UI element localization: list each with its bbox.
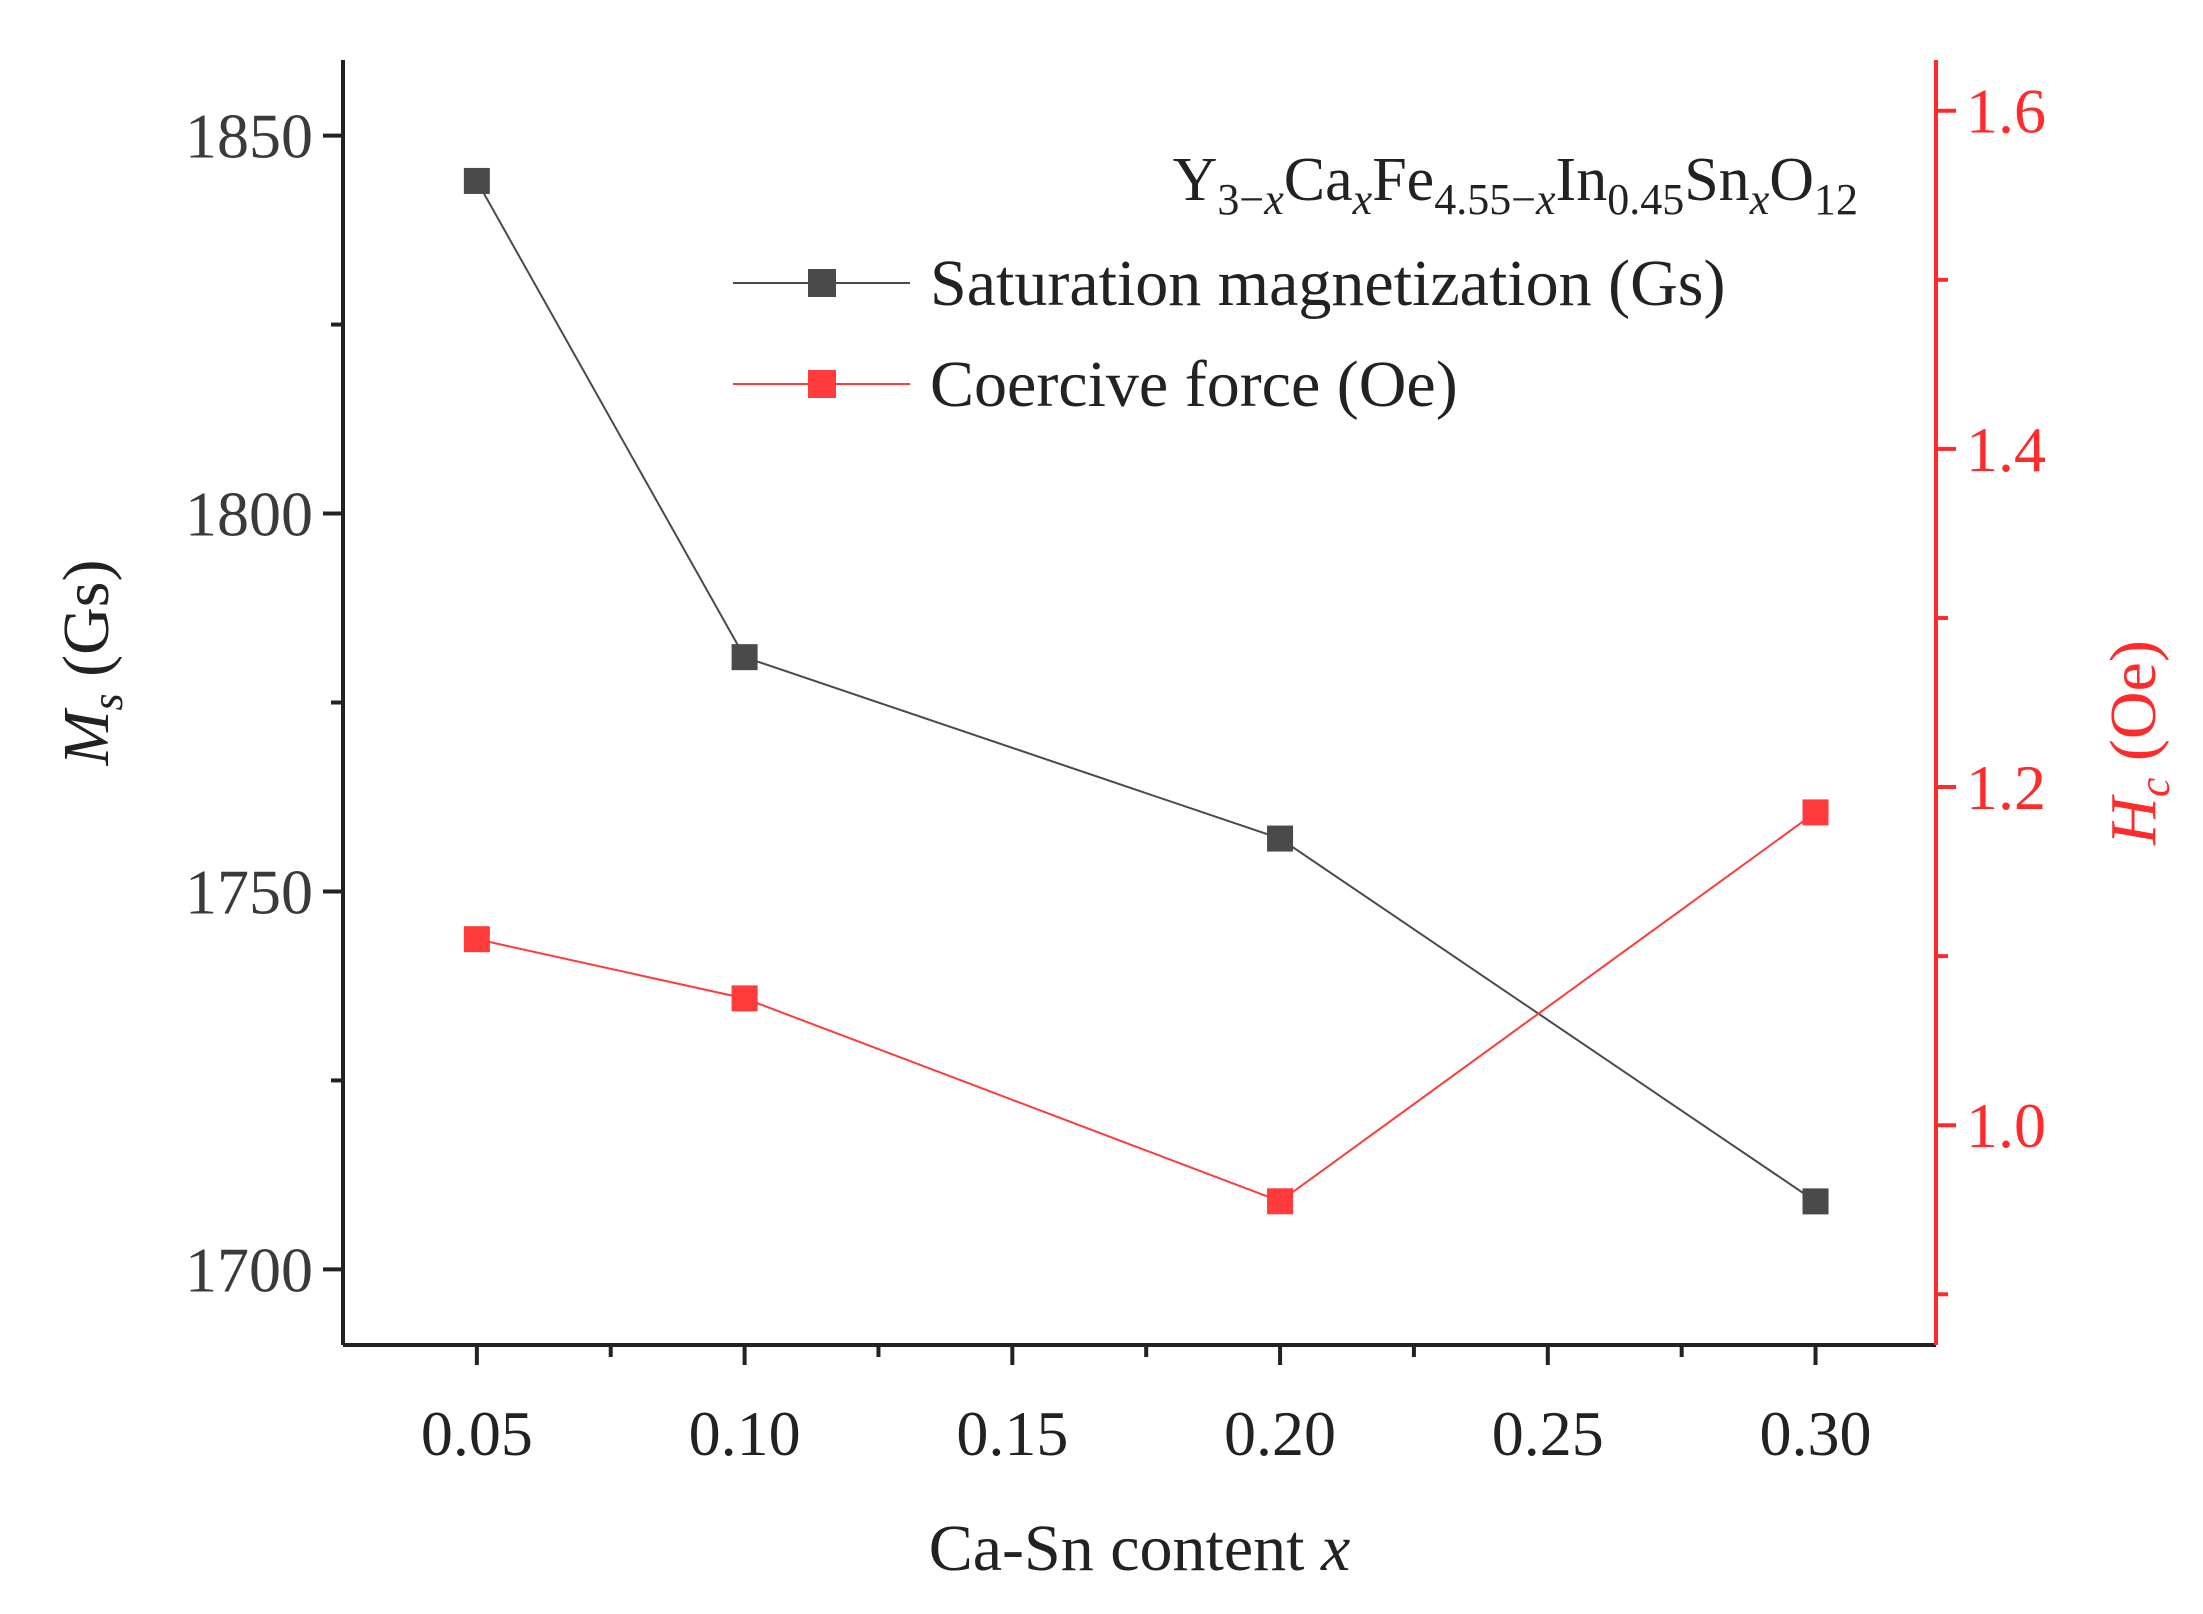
series-line-1: [476, 811, 1817, 1203]
right-tick-label: 1.2: [1966, 752, 2046, 823]
left-tick-label: 1850: [185, 101, 313, 172]
x-tick-label: 0.25: [1492, 1398, 1604, 1469]
left-axis-subscript: s: [83, 693, 132, 710]
data-point-marker: [1267, 825, 1294, 852]
right-tick-label: 1.6: [1966, 76, 2046, 147]
labels: 0.05 0.10 0.15 0.20 0.25 0.30 1700 1750 1800 1850…: [50, 76, 2179, 1585]
formula-subscript: x: [1352, 175, 1373, 224]
left-axis-unit: (Gs): [50, 560, 123, 694]
formula-subscript: 3−x: [1217, 175, 1284, 224]
x-tick-label: 0.05: [421, 1398, 533, 1469]
x-axis-title-variable: x: [1320, 1512, 1350, 1585]
right-axis-symbol: H: [2097, 794, 2170, 846]
formula-part: O: [1769, 146, 1814, 214]
right-axis-unit: (Oe): [2097, 640, 2170, 777]
legend: Saturation magnetization (Gs) Coercive fo…: [733, 247, 1725, 421]
data-point-marker: [463, 167, 490, 194]
formula-subscript: x: [1749, 175, 1770, 224]
formula-subscript: 12: [1814, 175, 1858, 224]
series-layer: [463, 167, 1829, 1215]
x-axis-title-text: Ca-Sn content: [929, 1512, 1321, 1585]
legend-label: Saturation magnetization (Gs): [930, 247, 1725, 320]
formula-part: Sn: [1684, 146, 1749, 214]
right-axis-subscript: c: [2130, 777, 2179, 797]
left-tick-label: 1700: [185, 1234, 313, 1305]
axes: [323, 60, 1956, 1365]
formula-variable: x: [1535, 175, 1556, 224]
x-tick-label: 0.15: [956, 1398, 1068, 1469]
left-tick-label: 1800: [185, 479, 313, 550]
formula-variable: x: [1352, 175, 1373, 224]
right-axis-title: Hc (Oe): [2097, 640, 2179, 846]
formula-part: In: [1556, 146, 1608, 214]
x-tick-label: 0.10: [689, 1398, 801, 1469]
formula-annotation: Y3−xCaxFe4.55−xIn0.45SnxO12: [1173, 146, 1858, 224]
x-tick-label: 0.30: [1760, 1398, 1872, 1469]
formula-variable: x: [1749, 175, 1770, 224]
left-axis-symbol: M: [50, 706, 123, 766]
data-point-marker: [1802, 799, 1829, 826]
x-tick-label: 0.20: [1224, 1398, 1336, 1469]
data-point-marker: [463, 926, 490, 953]
formula-variable: x: [1263, 175, 1284, 224]
legend-marker: [808, 370, 836, 398]
formula-part: Fe: [1372, 146, 1434, 214]
formula-part: Ca: [1284, 146, 1353, 214]
right-tick-label: 1.0: [1966, 1090, 2046, 1161]
legend-marker: [808, 269, 836, 297]
data-point-marker: [731, 985, 758, 1012]
data-point-marker: [731, 644, 758, 671]
data-point-marker: [1802, 1188, 1829, 1215]
left-axis-title: Ms (Gs): [50, 560, 132, 767]
legend-label: Coercive force (Oe): [930, 348, 1458, 421]
x-axis-title: Ca-Sn content x: [929, 1512, 1351, 1585]
formula-subscript: 0.45: [1607, 175, 1684, 224]
series-line-0: [475, 180, 1817, 1203]
formula-part: Y: [1173, 146, 1218, 214]
left-tick-label: 1750: [185, 856, 313, 927]
right-tick-label: 1.4: [1966, 414, 2046, 485]
formula-subscript: 4.55−x: [1434, 175, 1556, 224]
data-point-marker: [1267, 1188, 1294, 1215]
